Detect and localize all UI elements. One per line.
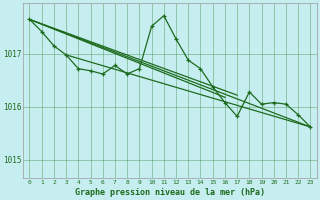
X-axis label: Graphe pression niveau de la mer (hPa): Graphe pression niveau de la mer (hPa) [75,188,265,197]
